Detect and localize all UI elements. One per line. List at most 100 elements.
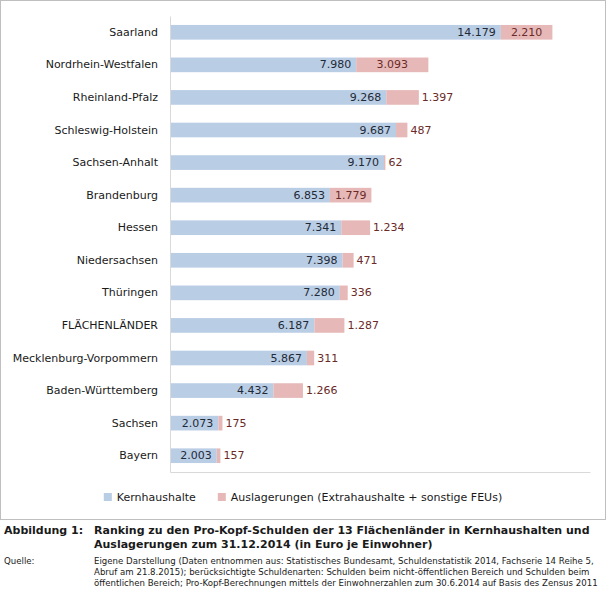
data-label: 2.003 bbox=[180, 449, 212, 462]
category-tick: Mecklenburg-Vorpommern bbox=[13, 352, 158, 365]
data-label: 157 bbox=[223, 449, 244, 462]
category-label: Sachsen bbox=[112, 417, 158, 430]
bar-segment bbox=[170, 90, 386, 105]
data-label: 7.980 bbox=[320, 58, 352, 71]
category-tick: FLÄCHENLÄNDER bbox=[62, 319, 159, 332]
category-tick: Brandenburg bbox=[86, 189, 158, 202]
bar-segment bbox=[170, 123, 396, 138]
category-tick: Hessen bbox=[118, 221, 158, 234]
category-label: FLÄCHENLÄNDER bbox=[62, 319, 159, 332]
bar-segment bbox=[170, 318, 314, 333]
legend-item: Kernhaushalte bbox=[104, 491, 196, 504]
data-label: 9.268 bbox=[350, 91, 382, 104]
bar-segment bbox=[170, 155, 384, 170]
bar-segment bbox=[170, 383, 273, 398]
bar-segment bbox=[170, 188, 330, 203]
bar-segment bbox=[170, 351, 307, 366]
category-label: Sachsen-Anhalt bbox=[72, 156, 158, 169]
category-label: Hessen bbox=[118, 221, 158, 234]
chart-container: 14.1797.9809.2689.6879.1706.8537.3417.39… bbox=[0, 0, 606, 520]
category-tick: Sachsen bbox=[112, 417, 158, 430]
category-label: Schleswig-Holstein bbox=[55, 124, 158, 137]
bar-segment bbox=[386, 90, 419, 105]
data-label: 5.867 bbox=[270, 352, 302, 365]
category-label: Mecklenburg-Vorpommern bbox=[13, 352, 158, 365]
category-label: Saarland bbox=[109, 26, 158, 39]
bar-segment bbox=[356, 58, 428, 73]
legend-swatch bbox=[104, 493, 112, 501]
bar-segment bbox=[307, 351, 314, 366]
category-axis-line bbox=[170, 17, 171, 473]
category-tick: Nordrhein-Westfalen bbox=[46, 58, 158, 71]
bar-segment bbox=[501, 25, 553, 40]
bar-segment bbox=[217, 448, 221, 463]
data-label: 1.397 bbox=[422, 91, 454, 104]
data-label: 7.398 bbox=[306, 254, 338, 267]
bar-segment bbox=[170, 253, 343, 268]
category-tick: Sachsen-Anhalt bbox=[72, 156, 158, 169]
category-axis: Saarland Nordrhein-Westfalen Rheinland-Pfa… bbox=[13, 17, 171, 473]
bar-segment bbox=[170, 448, 217, 463]
title: Ranking zu den Pro-Kopf-Schulden der 13 … bbox=[94, 524, 604, 552]
category-tick: Saarland bbox=[109, 26, 158, 39]
data-label: 7.280 bbox=[303, 286, 335, 299]
caption: Abbildung 1:Ranking zu den Pro-Kopf-Schu… bbox=[0, 520, 606, 589]
bar-segment bbox=[170, 416, 218, 431]
bar-segment bbox=[340, 286, 348, 301]
category-label: Thüringen bbox=[101, 286, 158, 299]
legend: Kernhaushalte Auslagerungen (Extrahaushal… bbox=[104, 491, 502, 504]
legend-item: Auslagerungen (Extrahaushalte + sonstige… bbox=[218, 491, 502, 504]
data-label: 336 bbox=[351, 286, 372, 299]
bar-segment bbox=[330, 188, 372, 203]
data-label: 175 bbox=[225, 417, 246, 430]
data-label: 6.853 bbox=[293, 189, 325, 202]
bar-segment bbox=[396, 123, 407, 138]
bar-segment bbox=[384, 155, 385, 170]
chart-svg: 14.1797.9809.2689.6879.1706.8537.3417.39… bbox=[0, 0, 606, 520]
category-label: Niedersachsen bbox=[77, 254, 158, 267]
data-label: 2.210 bbox=[511, 26, 543, 39]
data-label: 311 bbox=[317, 352, 338, 365]
value-axis bbox=[171, 472, 591, 473]
bar-segment bbox=[170, 25, 501, 40]
legend-label: Kernhaushalte bbox=[117, 491, 196, 504]
bar-segment bbox=[341, 220, 370, 235]
data-label: 4.432 bbox=[237, 384, 269, 397]
figure-label: Abbildung 1: bbox=[4, 524, 92, 552]
bar-segment bbox=[273, 383, 303, 398]
data-label: 62 bbox=[388, 156, 402, 169]
bar-segment bbox=[170, 220, 341, 235]
category-tick: Niedersachsen bbox=[77, 254, 158, 267]
category-tick: Thüringen bbox=[101, 286, 158, 299]
legend-label: Auslagerungen (Extrahaushalte + sonstige… bbox=[231, 491, 502, 504]
bar-segment bbox=[343, 253, 354, 268]
data-label: 3.093 bbox=[377, 58, 409, 71]
data-label: 1.234 bbox=[373, 221, 405, 234]
data-label: 1.287 bbox=[347, 319, 379, 332]
value-axis-line bbox=[171, 472, 591, 473]
category-label: Baden-Württemberg bbox=[46, 384, 158, 397]
data-label: 9.170 bbox=[347, 156, 379, 169]
bar-segment bbox=[170, 286, 340, 301]
chart-frame bbox=[1, 1, 606, 520]
legend-swatch bbox=[218, 493, 226, 501]
data-label: 9.687 bbox=[360, 124, 392, 137]
data-labels: 14.1797.9809.2689.6879.1706.8537.3417.39… bbox=[180, 26, 542, 462]
category-tick: Rheinland-Pfalz bbox=[73, 91, 158, 104]
category-tick: Bayern bbox=[119, 449, 158, 462]
category-label: Nordrhein-Westfalen bbox=[46, 58, 158, 71]
bars bbox=[170, 25, 552, 463]
data-label: 487 bbox=[410, 124, 431, 137]
data-label: 471 bbox=[357, 254, 378, 267]
data-label: 2.073 bbox=[182, 417, 214, 430]
bar-segment bbox=[170, 58, 356, 73]
category-tick: Schleswig-Holstein bbox=[55, 124, 158, 137]
bar-segment bbox=[314, 318, 344, 333]
source: Eigene Darstellung (Daten entnommen aus:… bbox=[94, 556, 604, 589]
category-tick: Baden-Württemberg bbox=[46, 384, 158, 397]
source-label: Quelle: bbox=[4, 556, 92, 589]
data-label: 6.187 bbox=[278, 319, 310, 332]
category-label: Rheinland-Pfalz bbox=[73, 91, 158, 104]
data-label: 14.179 bbox=[457, 26, 496, 39]
bar-segment bbox=[218, 416, 222, 431]
